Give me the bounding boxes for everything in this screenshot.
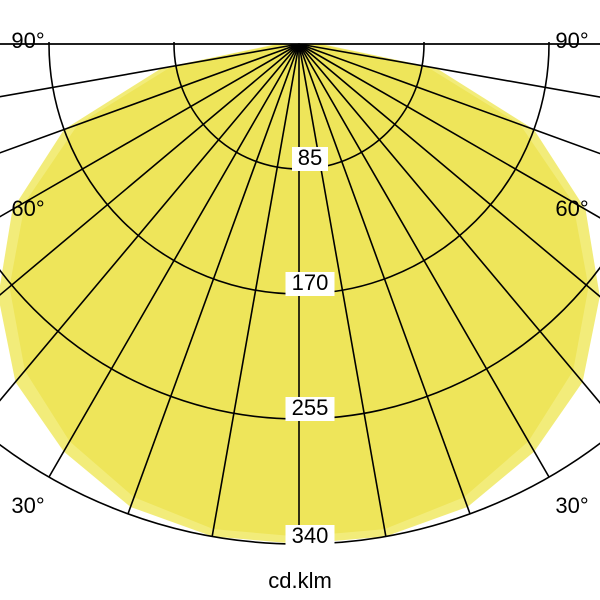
ring-label: 170 [292, 270, 329, 295]
axis-unit-label: cd.klm [268, 568, 332, 593]
angle-label: 90° [555, 28, 588, 53]
ring-label: 255 [292, 395, 329, 420]
ring-label: 85 [298, 145, 322, 170]
angle-label: 30° [555, 493, 588, 518]
angle-label: 60° [11, 196, 44, 221]
photometric-polar-chart: 85 170 255 340 90° 90° 60° 60° 30° 30° cd.klm [0, 0, 600, 600]
angle-label: 90° [11, 28, 44, 53]
angle-label: 30° [11, 493, 44, 518]
ring-label: 340 [292, 523, 329, 548]
angle-label: 60° [555, 196, 588, 221]
